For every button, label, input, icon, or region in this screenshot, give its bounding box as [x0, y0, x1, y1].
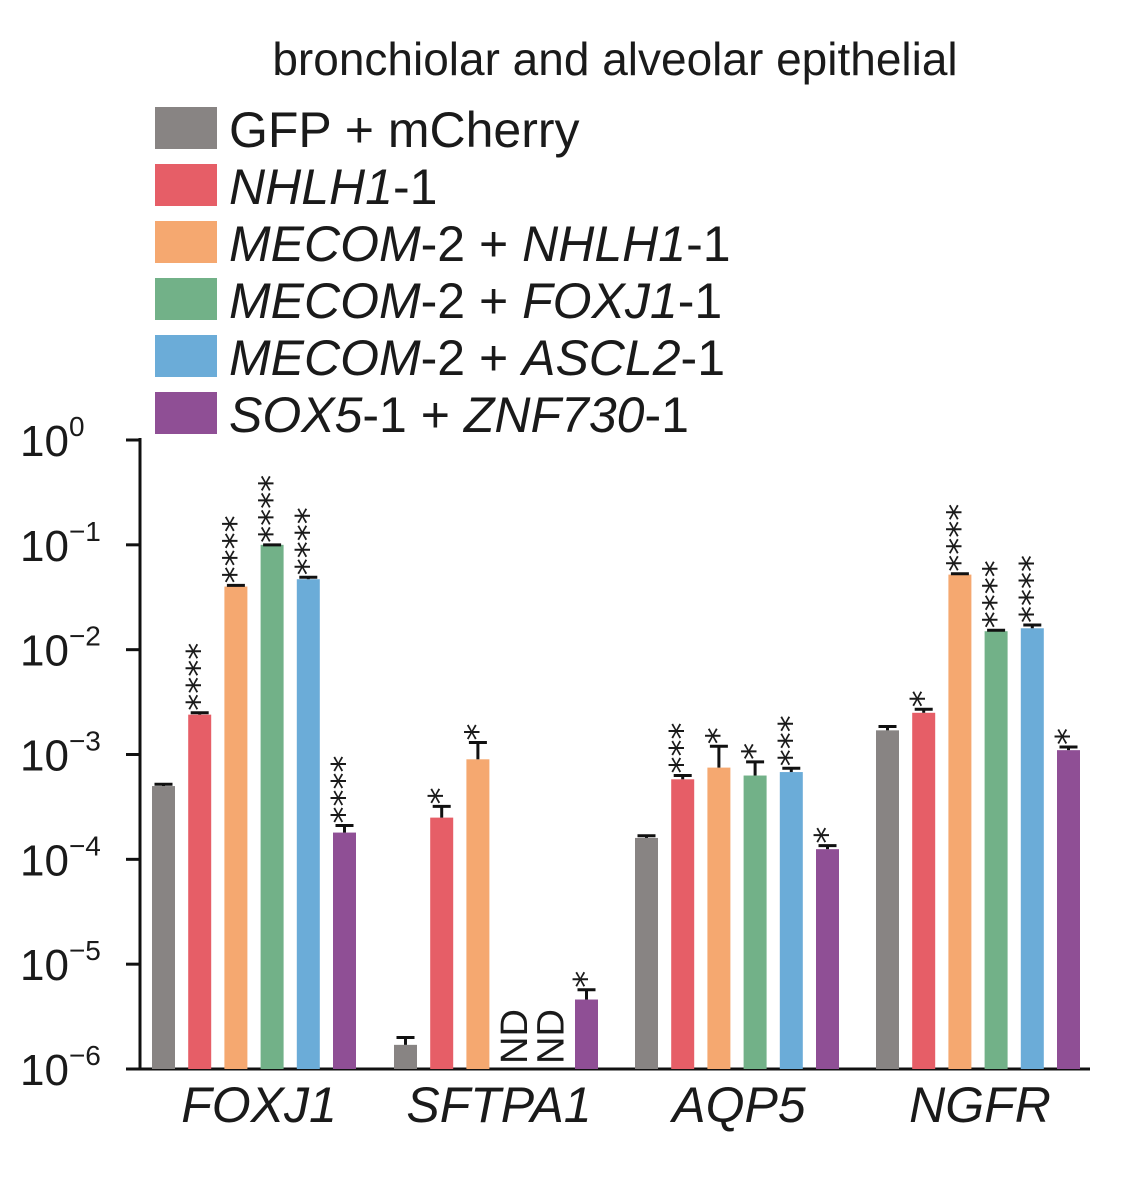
- significance-label-3-5: ***: [771, 715, 811, 766]
- legend-swatch-4: [155, 278, 217, 320]
- bar-3-6: [816, 849, 839, 1069]
- bar-1-4: [260, 544, 284, 1069]
- bar-2-6: [575, 999, 598, 1069]
- significance-label-1-5: ****: [288, 507, 328, 575]
- plot-area: ******************** **NDND**************…: [152, 475, 1089, 1069]
- y-axis: 100 10−1 10−2 10−3 10−4 10−5 10−6: [20, 411, 1090, 1095]
- bar-1-2: [188, 714, 212, 1069]
- bar-4-4: [984, 631, 1008, 1069]
- legend-label-4: MECOM-2 + FOXJ1-1: [229, 273, 722, 329]
- significance-label-3-6: *: [808, 827, 848, 844]
- bar-1-5: [296, 579, 320, 1069]
- chart-title: bronchiolar and alveolar epithelial: [272, 33, 957, 85]
- x-axis: FOXJ1 SFTPA1 AQP5 NGFR: [181, 1077, 1051, 1133]
- significance-label-1-2: ****: [180, 643, 220, 711]
- x-category-label-3: AQP5: [669, 1077, 806, 1133]
- y-tick-label-2: 10−2: [20, 621, 101, 676]
- significance-label-4-2: *: [904, 690, 944, 707]
- legend-swatch-1: [155, 107, 217, 149]
- significance-label-4-3: ****: [940, 504, 980, 572]
- bar-3-1: [635, 837, 658, 1069]
- y-tick-label-0: 100: [20, 411, 85, 466]
- legend-label-6: SOX5-1 + ZNF730-1: [229, 387, 689, 443]
- legend-label-5: MECOM-2 + ASCL2-1: [229, 330, 725, 386]
- bar-2-2: [430, 817, 454, 1069]
- significance-label-1-4: ****: [252, 475, 292, 543]
- y-tick-label-4: 10−4: [20, 830, 101, 885]
- legend-swatch-3: [155, 221, 217, 263]
- bar-4-2: [912, 712, 936, 1069]
- bar-1-3: [224, 586, 248, 1069]
- legend-label-1: GFP + mCherry: [229, 102, 580, 158]
- bar-1-1: [152, 786, 175, 1069]
- bar-2-1: [394, 1044, 417, 1069]
- significance-label-3-2: ***: [663, 723, 703, 774]
- bar-3-3: [707, 767, 731, 1069]
- bar-4-5: [1020, 628, 1044, 1069]
- significance-label-2-3: *: [458, 724, 498, 741]
- y-tick-label-6: 10−6: [20, 1040, 101, 1095]
- significance-label-3-3: *: [699, 727, 739, 744]
- bar-4-1: [876, 730, 899, 1069]
- significance-label-1-6: ****: [325, 756, 365, 824]
- bar-1-6: [333, 832, 356, 1069]
- y-tick-label-1: 10−1: [20, 516, 101, 571]
- significance-label-4-5: ****: [1012, 555, 1052, 623]
- x-category-label-4: NGFR: [909, 1077, 1051, 1133]
- nd-label-2-4: ND: [494, 1009, 536, 1064]
- significance-label-2-2: *: [422, 787, 462, 804]
- y-tick-label-3: 10−3: [20, 726, 101, 781]
- legend-swatch-6: [155, 392, 217, 434]
- significance-label-3-4: *: [735, 743, 775, 760]
- bar-4-3: [948, 574, 972, 1069]
- bar-3-2: [671, 779, 695, 1069]
- significance-label-2-6: *: [567, 971, 607, 988]
- legend-swatch-5: [155, 335, 217, 377]
- y-tick-label-5: 10−5: [20, 935, 101, 990]
- bar-3-5: [779, 772, 803, 1069]
- bar-4-6: [1057, 750, 1080, 1069]
- x-category-label-1: FOXJ1: [181, 1077, 337, 1133]
- bar-2-3: [466, 759, 490, 1069]
- legend-label-2: NHLH1-1: [229, 159, 437, 215]
- significance-label-4-4: ****: [976, 560, 1016, 628]
- legend-swatch-2: [155, 164, 217, 206]
- legend-label-3: MECOM-2 + NHLH1-1: [229, 216, 731, 272]
- significance-label-4-6: *: [1049, 728, 1089, 745]
- significance-label-1-3: ****: [216, 515, 256, 583]
- x-category-label-2: SFTPA1: [406, 1077, 591, 1133]
- bar-3-4: [743, 775, 767, 1069]
- nd-label-2-5: ND: [530, 1009, 572, 1064]
